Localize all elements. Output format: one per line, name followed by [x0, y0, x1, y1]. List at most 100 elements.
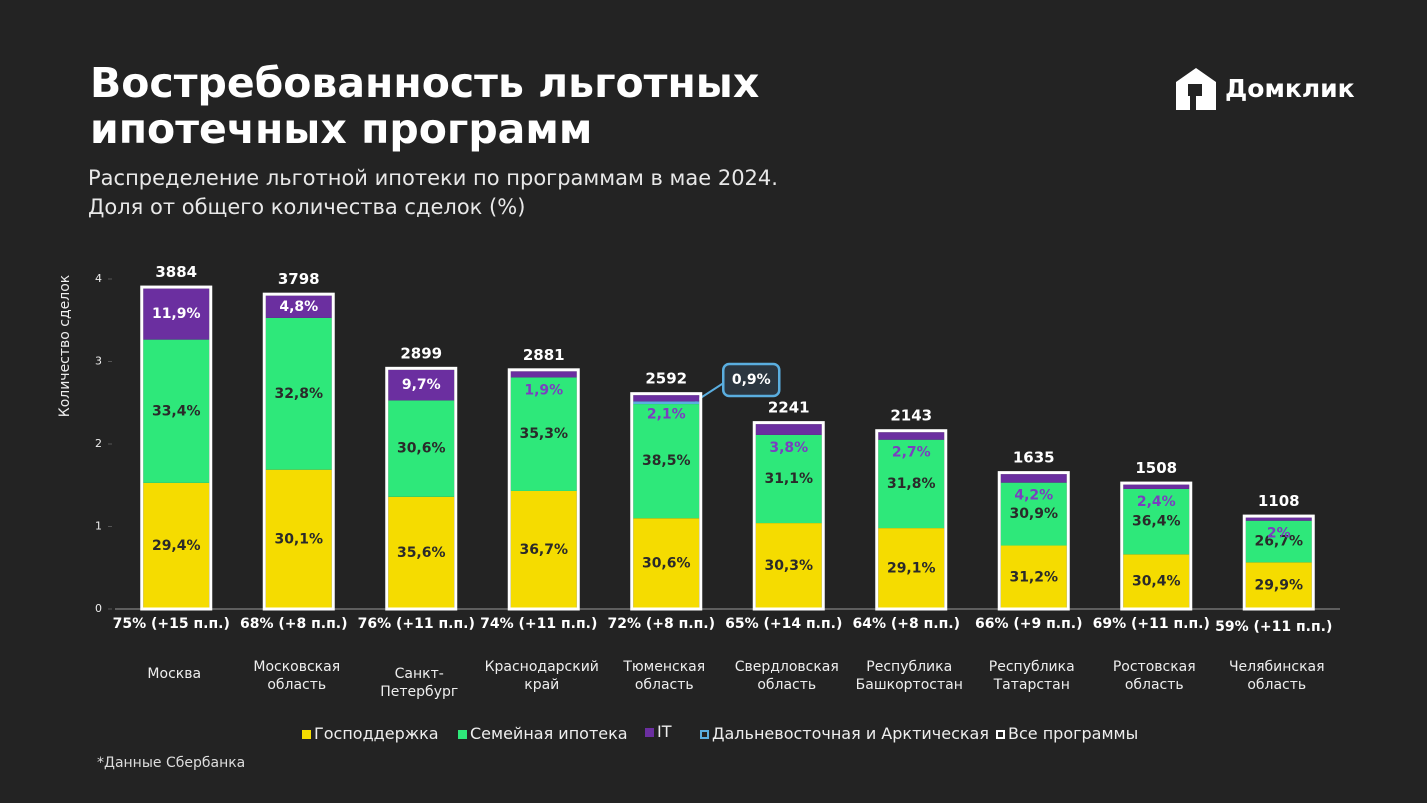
total-outline: [1242, 514, 1315, 611]
bar-segment: [755, 424, 822, 435]
data-label: 4,8%: [279, 299, 318, 315]
x-tick-label: Москва: [147, 666, 202, 682]
data-label: 3,8%: [769, 440, 808, 456]
bar-segment: [1245, 562, 1312, 609]
total-label: 2899: [400, 344, 442, 362]
bar-segment: [1000, 545, 1067, 609]
bar-segment: [510, 371, 577, 378]
footnote: *Данные Сбербанка: [97, 755, 246, 771]
legend-label: IT: [657, 722, 672, 741]
data-label: 36,4%: [1132, 514, 1181, 530]
total-outline: [140, 285, 213, 611]
bar-segment: [265, 317, 332, 470]
bar-segment: [755, 434, 822, 524]
bar-segment: [633, 404, 700, 519]
legend-marker: [700, 730, 709, 739]
data-label: 31,8%: [887, 476, 936, 492]
data-label: 30,6%: [642, 556, 691, 572]
data-label: 30,6%: [397, 441, 446, 457]
bar-segment: [1000, 474, 1067, 483]
x-tick-label: Свердловская область: [734, 659, 839, 693]
bar-segment: [265, 295, 332, 318]
total-label: 2592: [645, 370, 687, 388]
total-outline: [1120, 481, 1193, 611]
data-label: 38,5%: [642, 453, 691, 469]
data-label: 30,3%: [764, 558, 813, 574]
data-label: 29,1%: [887, 561, 936, 577]
data-label: 9,7%: [402, 377, 441, 393]
total-outline: [997, 471, 1070, 611]
data-label: 30,4%: [1132, 574, 1181, 590]
total-label: 1108: [1258, 492, 1300, 510]
legend-marker: [645, 728, 654, 737]
bar-segment: [510, 490, 577, 609]
legend-marker: [302, 730, 311, 739]
total-outline: [752, 421, 825, 611]
total-outline: [875, 429, 948, 611]
legend-item: Господдержка: [302, 724, 439, 743]
bar-segment: [143, 339, 210, 483]
annotation: 76% (+11 п.п.): [358, 616, 475, 632]
bar-segment: [878, 528, 945, 609]
legend-label: Все программы: [1008, 724, 1139, 743]
data-label: 29,4%: [152, 538, 201, 554]
bar-segment: [633, 395, 700, 402]
bar-segment: [388, 496, 455, 609]
data-label: 29,9%: [1254, 578, 1303, 594]
total-outline: [630, 392, 703, 611]
legend-marker: [458, 730, 467, 739]
x-tick-label: Тюменская область: [623, 659, 706, 693]
bar-segment: [755, 523, 822, 609]
total-label: 3798: [278, 270, 320, 288]
subtitle: Доля от общего количества сделок (%): [88, 195, 526, 219]
data-label: 2,7%: [892, 445, 931, 461]
bar-segment: [878, 439, 945, 529]
total-label: 1508: [1135, 459, 1177, 477]
total-label: 2143: [890, 407, 932, 425]
bar-segment: [633, 401, 700, 405]
data-label: 2%: [1267, 526, 1291, 542]
bar-segment: [265, 469, 332, 609]
data-label: 0,9%: [732, 372, 771, 388]
y-tick-label: 1: [95, 520, 102, 533]
legend-label: Господдержка: [314, 724, 439, 743]
data-label: 32,8%: [274, 386, 323, 402]
data-label: 30,1%: [274, 531, 323, 547]
data-label: 30,9%: [1009, 506, 1058, 522]
legend-item: Все программы: [996, 724, 1138, 743]
legend-item: IT: [645, 722, 672, 741]
callout: 0,9%: [694, 362, 781, 403]
data-label: 35,6%: [397, 545, 446, 561]
data-label: 11,9%: [152, 306, 201, 322]
data-label: 2,1%: [647, 406, 686, 422]
y-axis-label: Количество сделок: [57, 275, 73, 418]
bar-segment: [510, 377, 577, 491]
legend-label: Семейная ипотека: [470, 724, 628, 743]
data-label: 36,7%: [519, 542, 568, 558]
annotation: 69% (+11 п.п.): [1093, 616, 1210, 632]
x-tick-label: Краснодарский край: [484, 659, 599, 693]
y-tick-label: 3: [95, 355, 102, 368]
bar-segment: [1000, 482, 1067, 546]
y-tick-label: 4: [95, 272, 102, 285]
legend-marker: [996, 730, 1005, 739]
legend-item: Дальневосточная и Арктическая: [700, 724, 989, 743]
logo-icon: [1176, 68, 1216, 110]
bar-segment: [388, 369, 455, 401]
y-tick-label: 0: [95, 602, 102, 615]
legend-label: Дальневосточная и Арктическая: [712, 724, 989, 743]
annotation: 72% (+8 п.п.): [607, 616, 715, 632]
bar-segment: [143, 482, 210, 609]
legend-item: Семейная ипотека: [458, 724, 628, 743]
annotation: 75% (+15 п.п.): [113, 616, 230, 632]
bar-segment: [388, 400, 455, 497]
x-tick-label: Ростовская область: [1112, 659, 1196, 693]
annotation: 66% (+9 п.п.): [975, 616, 1083, 632]
data-label: 2,4%: [1137, 494, 1176, 510]
bar-segment: [878, 432, 945, 440]
bar-segment: [1123, 484, 1190, 489]
annotation: 65% (+14 п.п.): [725, 616, 842, 632]
bar-segment: [1245, 520, 1312, 563]
